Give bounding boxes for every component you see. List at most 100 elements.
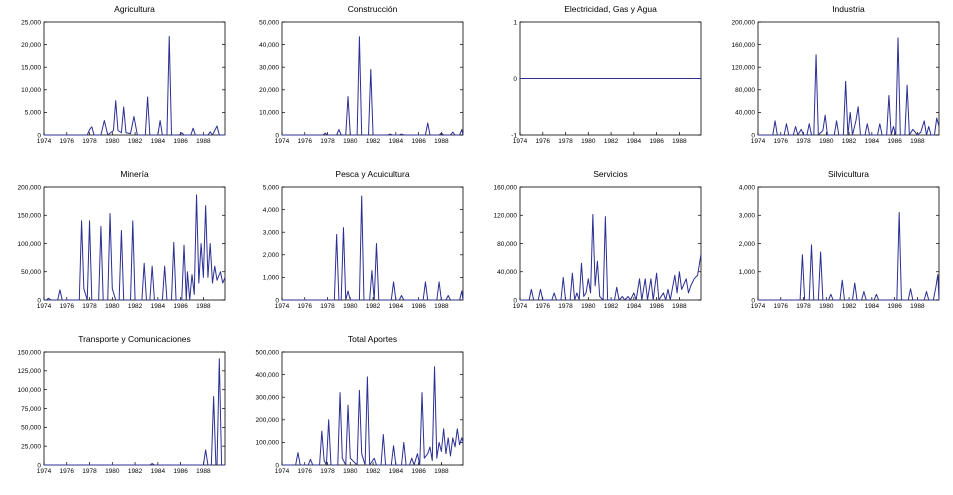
x-tick-label: 1974 xyxy=(513,303,528,310)
chart-svg-silvicultura: Silvicultura 0 1,000 2,000 3,000 4,000 1974 197… xyxy=(739,169,940,310)
plot-frame xyxy=(43,351,226,466)
chart-electricidad-gas-y-agua: Electricidad, Gas y Agua -1 0 1 1974 1976 1978… xyxy=(476,0,714,165)
y-tick-label: 20,000 xyxy=(259,87,279,94)
x-tick-label: 1974 xyxy=(275,468,290,475)
x-tick-label: 1986 xyxy=(887,303,902,310)
y-tick-label: 40,000 xyxy=(497,269,517,276)
chart-agricultura: Agricultura 0 5,000 10,000 15,000 20,000 25,00… xyxy=(0,0,238,165)
y-tick-label: 1,000 xyxy=(263,275,280,282)
x-tick-label: 1988 xyxy=(196,468,211,475)
chart-title: Industria xyxy=(832,4,865,14)
y-tick-label: 50,000 xyxy=(21,425,41,432)
x-tick-label: 1978 xyxy=(82,468,97,475)
x-tick-label: 1982 xyxy=(604,138,619,145)
y-tick-label: 100,000 xyxy=(18,387,42,394)
y-tick-label: 5,000 xyxy=(263,184,280,191)
y-tick-label: 50,000 xyxy=(21,269,41,276)
chart-svg-transporte-y-comunicaciones: Transporte y Comunicaciones 0 25,000 50,000… xyxy=(18,334,226,475)
x-tick-label: 1986 xyxy=(649,303,664,310)
x-tick-label: 1976 xyxy=(536,303,551,310)
y-tick-label: 0 xyxy=(37,297,41,304)
x-tick-label: 1982 xyxy=(128,303,143,310)
y-tick-label: 25,000 xyxy=(21,443,41,450)
y-tick-label: 80,000 xyxy=(735,87,755,94)
x-tick-label: 1980 xyxy=(343,138,358,145)
x-tick-label: 1982 xyxy=(842,138,857,145)
x-tick-label: 1976 xyxy=(774,303,789,310)
x-tick-label: 1980 xyxy=(819,303,834,310)
x-tick-label: 1978 xyxy=(320,138,335,145)
y-tick-label: 500,000 xyxy=(256,349,280,356)
y-tick-label: 3,000 xyxy=(739,213,756,220)
x-tick-label: 1980 xyxy=(105,468,120,475)
y-tick-label: 160,000 xyxy=(494,184,518,191)
x-tick-label: 1988 xyxy=(434,468,449,475)
x-tick-label: 1982 xyxy=(366,468,381,475)
x-tick-label: 1976 xyxy=(536,138,551,145)
plot-frame xyxy=(281,186,464,301)
y-tick-label: 0 xyxy=(751,297,755,304)
y-tick-label: 1,000 xyxy=(739,269,756,276)
x-tick-label: 1982 xyxy=(366,138,381,145)
y-tick-label: 100,000 xyxy=(18,241,42,248)
x-tick-label: 1980 xyxy=(581,138,596,145)
x-tick-label: 1980 xyxy=(343,468,358,475)
series-line xyxy=(44,194,226,301)
chart-title: Minería xyxy=(120,169,149,179)
y-tick-label: 5,000 xyxy=(25,110,42,117)
x-tick-label: 1980 xyxy=(343,303,358,310)
chart-silvicultura: Silvicultura 0 1,000 2,000 3,000 4,000 1974 197… xyxy=(714,165,952,330)
x-tick-label: 1988 xyxy=(434,303,449,310)
x-tick-label: 1986 xyxy=(411,303,426,310)
x-tick-label: 1978 xyxy=(82,138,97,145)
chart-title: Servicios xyxy=(593,169,627,179)
y-tick-label: 15,000 xyxy=(21,65,41,72)
y-tick-label: 0 xyxy=(275,132,279,139)
x-tick-label: 1976 xyxy=(60,468,75,475)
x-tick-label: 1986 xyxy=(887,138,902,145)
x-tick-label: 1978 xyxy=(320,303,335,310)
y-tick-label: -1 xyxy=(511,132,517,139)
y-tick-label: 10,000 xyxy=(21,87,41,94)
x-tick-label: 1984 xyxy=(151,303,166,310)
x-tick-label: 1986 xyxy=(173,303,188,310)
series-line xyxy=(520,214,702,301)
x-tick-label: 1978 xyxy=(796,303,811,310)
chart-svg-servicios: Servicios 0 40,000 80,000 120,000 160,000 1974… xyxy=(494,169,702,310)
y-tick-label: 30,000 xyxy=(259,65,279,72)
chart-total-aportes: Total Aportes 0 100,000 200,000 300,000 400,0… xyxy=(238,330,476,495)
y-tick-label: 80,000 xyxy=(497,241,517,248)
x-tick-label: 1976 xyxy=(298,468,313,475)
plot-frame xyxy=(281,21,464,136)
y-tick-label: 50,000 xyxy=(259,19,279,26)
x-tick-label: 1976 xyxy=(774,138,789,145)
y-tick-label: 25,000 xyxy=(21,19,41,26)
x-tick-label: 1974 xyxy=(751,138,766,145)
x-tick-label: 1978 xyxy=(558,303,573,310)
x-tick-label: 1974 xyxy=(751,303,766,310)
plot-frame xyxy=(281,351,464,466)
x-tick-label: 1984 xyxy=(627,303,642,310)
x-tick-label: 1988 xyxy=(910,303,925,310)
x-tick-label: 1982 xyxy=(366,303,381,310)
chart-servicios: Servicios 0 40,000 80,000 120,000 160,000 1974… xyxy=(476,165,714,330)
y-tick-label: 0 xyxy=(751,132,755,139)
chart-construccion: Construcción 0 10,000 20,000 30,000 40,000 50,… xyxy=(238,0,476,165)
x-tick-label: 1986 xyxy=(411,468,426,475)
x-tick-label: 1984 xyxy=(865,138,880,145)
chart-title: Silvicultura xyxy=(828,169,869,179)
y-tick-label: 75,000 xyxy=(21,406,41,413)
chart-svg-construccion: Construcción 0 10,000 20,000 30,000 40,000 50,… xyxy=(259,4,464,145)
x-tick-label: 1976 xyxy=(298,138,313,145)
y-tick-label: 4,000 xyxy=(263,207,280,214)
y-tick-label: 120,000 xyxy=(732,65,756,72)
x-tick-label: 1980 xyxy=(819,138,834,145)
chart-title: Pesca y Acuicultura xyxy=(335,169,409,179)
chart-mineria: Minería 0 50,000 100,000 150,000 200,000 1974 1… xyxy=(0,165,238,330)
x-tick-label: 1988 xyxy=(672,303,687,310)
y-tick-label: 0 xyxy=(513,297,517,304)
x-tick-label: 1982 xyxy=(128,138,143,145)
y-tick-label: 0 xyxy=(37,462,41,469)
y-tick-label: 0 xyxy=(275,297,279,304)
